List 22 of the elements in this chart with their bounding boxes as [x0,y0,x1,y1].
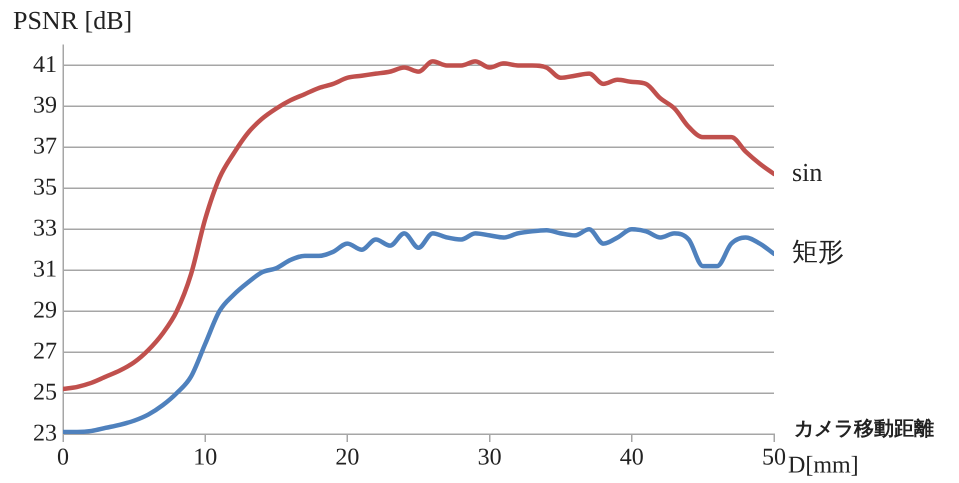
x-tick-label: 50 [762,444,786,471]
y-tick-label: 41 [33,52,57,78]
y-tick-label: 39 [33,92,57,119]
y-tick-label: 37 [33,134,57,160]
y-tick-label: 29 [33,297,57,324]
series-label: sin [792,158,822,187]
x-tick-label: 30 [478,444,502,471]
line-series [63,59,774,392]
y-tick-label: 25 [33,379,57,406]
y-tick-label: 27 [33,338,57,364]
x-tick-label: 40 [620,444,644,471]
x-tick-label: 0 [57,444,69,471]
y-tick-label: 33 [33,216,57,242]
y-tick-label: 35 [33,174,57,201]
x-axis-title: D[mm] [788,452,859,478]
x-tick-label: 20 [335,444,360,471]
text: カメラ移動距離 [794,416,934,440]
y-tick-label: 31 [33,256,57,283]
y-axis-title: PSNR [dB] [13,6,132,35]
x-tick-label: 10 [193,444,218,471]
series-label: 矩形 [792,238,844,267]
y-tick-label: 23 [33,420,57,446]
